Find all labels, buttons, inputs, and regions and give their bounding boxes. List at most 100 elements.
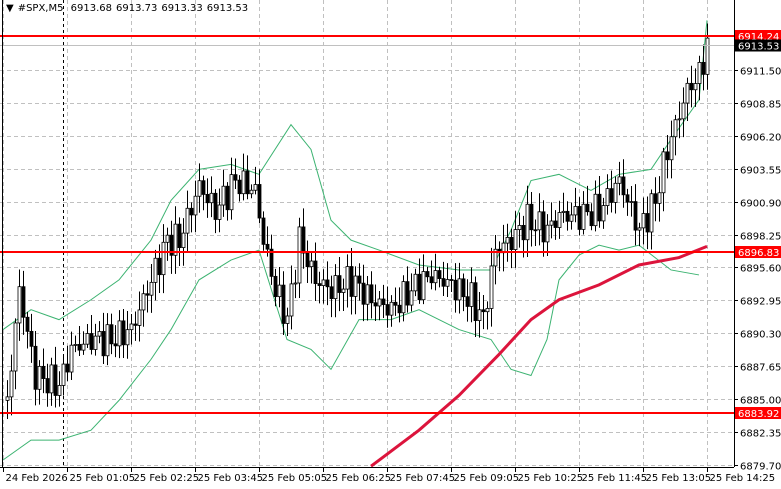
candle-body	[689, 82, 694, 91]
candle-body	[297, 226, 302, 284]
candle-body	[589, 211, 594, 227]
candle-body	[353, 275, 358, 297]
candle-body	[453, 279, 458, 301]
candle-body	[117, 320, 122, 347]
candle-body	[581, 203, 586, 230]
candle-body	[197, 180, 202, 197]
candle-body	[537, 211, 542, 231]
candle-body	[461, 278, 466, 298]
candle-body	[525, 203, 530, 241]
candle-body	[181, 232, 186, 248]
candle-body	[409, 290, 414, 306]
candle-body	[653, 193, 658, 204]
candle-body	[301, 226, 306, 254]
level-price-tag	[735, 30, 781, 42]
candle-body	[345, 266, 350, 290]
candle-body	[341, 288, 346, 293]
candle-body	[681, 102, 686, 120]
candle-body	[533, 229, 538, 232]
candle-body	[161, 241, 166, 276]
candle-body	[69, 344, 74, 373]
time-tick-label: 25 Feb 13:05	[646, 473, 712, 484]
candle-body	[53, 364, 58, 396]
candle-body	[397, 304, 402, 314]
candle-body	[329, 286, 334, 300]
candle-body	[93, 335, 98, 350]
candle-body	[541, 211, 546, 243]
candle-body	[217, 204, 222, 220]
collapse-triangle-icon[interactable]: ▼	[6, 3, 14, 14]
candle-body	[489, 265, 494, 309]
current-price-label: 6913.53	[738, 42, 779, 53]
candle-body	[553, 220, 558, 228]
candle-body	[77, 344, 82, 351]
candle-body	[481, 309, 486, 313]
candle-body	[505, 237, 510, 244]
candle-body	[693, 83, 698, 91]
candle-body	[261, 217, 266, 245]
candle-body	[433, 270, 438, 284]
candle-body	[561, 210, 566, 213]
time-tick-label: 25 Feb 14:25	[710, 473, 776, 484]
price-tick-label: 6903.55	[740, 166, 781, 177]
candle-body	[225, 185, 230, 211]
candle-body	[665, 151, 670, 161]
candle-body	[521, 225, 526, 241]
candle-body	[349, 266, 354, 297]
level-price-label: 6883.92	[738, 409, 779, 420]
candle-body	[405, 281, 410, 306]
candle-body	[141, 293, 146, 311]
candle-body	[633, 201, 638, 231]
candle-body	[73, 344, 78, 346]
candle-body	[645, 213, 650, 233]
candle-body	[545, 224, 550, 243]
candle-body	[513, 229, 518, 250]
price-tick-label: 6879.70	[740, 462, 781, 473]
candle-body	[277, 284, 282, 298]
candle-body	[165, 234, 170, 243]
candle-body	[129, 323, 134, 331]
candle-body	[89, 333, 94, 350]
candle-body	[657, 192, 662, 204]
candle-body	[565, 210, 570, 222]
candle-body	[97, 331, 102, 337]
time-tick-label: 25 Feb 06:25	[326, 473, 392, 484]
candle-body	[373, 302, 378, 307]
candle-body	[577, 206, 582, 230]
candle-body	[313, 260, 318, 285]
candle-body	[57, 385, 62, 396]
candle-body	[601, 205, 606, 222]
candle-body	[133, 323, 138, 326]
candle-body	[121, 320, 126, 346]
candle-body	[549, 220, 554, 226]
candle-body	[401, 281, 406, 314]
time-tick-label: 25 Feb 02:25	[134, 473, 200, 484]
candle-body	[557, 212, 562, 228]
candle-body	[377, 298, 382, 307]
candle-body	[465, 296, 470, 307]
candle-body	[477, 309, 482, 321]
candle-body	[245, 170, 250, 195]
candle-body	[389, 301, 394, 316]
candle-body	[273, 275, 278, 298]
time-tick-label: 25 Feb 09:05	[454, 473, 520, 484]
candle-body	[61, 363, 66, 386]
candle-body	[641, 213, 646, 229]
candle-body	[137, 309, 142, 326]
level-price-label: 6914.24	[738, 32, 779, 43]
time-tick-label: 25 Feb 10:25	[518, 473, 584, 484]
price-tick-label: 6900.90	[740, 199, 781, 210]
candle-body	[437, 270, 442, 279]
candle-body	[285, 315, 290, 324]
symbol-label: #SPX,M5	[17, 3, 64, 14]
time-tick-label: 25 Feb 03:45	[198, 473, 264, 484]
candle-body	[29, 330, 34, 347]
candle-body	[169, 234, 174, 256]
candle-body	[449, 279, 454, 281]
price-tick-label: 6911.50	[740, 67, 781, 78]
candle-body	[189, 207, 194, 216]
candle-body	[265, 243, 270, 250]
candle-body	[125, 329, 130, 346]
candle-body	[9, 370, 14, 398]
